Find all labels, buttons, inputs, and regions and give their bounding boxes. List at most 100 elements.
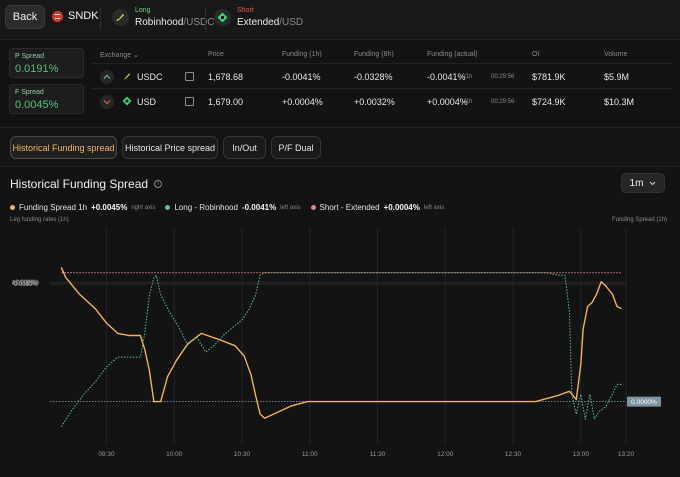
- short-quote: /USD: [279, 17, 304, 28]
- x-tick-label: 12:30: [505, 451, 522, 458]
- x-tick-label: 13:20: [618, 451, 635, 458]
- x-tick-label: 10:00: [166, 451, 183, 458]
- row1-price: 1,678.68: [208, 72, 244, 82]
- row1-unit: /1h: [464, 74, 473, 80]
- asset-selector[interactable]: SNDK: [52, 10, 99, 22]
- row2-unit: /1h: [464, 99, 473, 105]
- divider: [92, 88, 672, 89]
- header-price[interactable]: Price: [208, 51, 224, 58]
- legend-short-extended[interactable]: Short - Extended +0.0004% left axis: [310, 203, 444, 212]
- divider: [92, 63, 672, 64]
- legend-long-robinhood[interactable]: Long - Robinhood -0.0041% left axis: [165, 203, 301, 212]
- interval-select[interactable]: 1m: [621, 173, 665, 193]
- info-icon[interactable]: i: [154, 180, 163, 188]
- right-tick-label: +0.0040%: [631, 399, 659, 405]
- chevron-down-icon: [650, 181, 656, 185]
- left-tick-label: -0.0040%: [12, 282, 38, 288]
- right-tick-label: +0.0010%: [631, 399, 659, 405]
- divider: [100, 8, 101, 30]
- x-tick-label: 11:00: [302, 451, 318, 458]
- f-spread-label: F Spread: [15, 89, 44, 96]
- right-tick-label: -0.0020%: [631, 400, 657, 406]
- header-funding-8h[interactable]: Funding (8h): [354, 51, 394, 58]
- row1-oi: $781.9K: [532, 72, 566, 82]
- back-button[interactable]: Back: [5, 5, 45, 29]
- header-oi[interactable]: OI: [532, 51, 540, 58]
- chevron-down-icon: ⌄: [133, 52, 139, 59]
- legend-funding-spread[interactable]: Funding Spread 1h +0.0045% right axis: [10, 203, 155, 212]
- row2-oi: $724.9K: [532, 97, 566, 107]
- left-tick-label: -0.0030%: [12, 281, 38, 287]
- right-tick-label: +0.0020%: [631, 399, 659, 405]
- robinhood-feather-icon: [122, 71, 132, 85]
- tab-historical-price-spread[interactable]: Historical Price spread: [122, 136, 218, 159]
- short-leg[interactable]: Short Extended/USD: [214, 5, 303, 29]
- legend-dot: [165, 205, 171, 210]
- f-spread-value: 0.0045%: [15, 99, 59, 111]
- right-tick-label: +0.0060%: [631, 398, 659, 404]
- left-tick-label: -0.0060%: [12, 282, 38, 288]
- current-spread-badge: [627, 396, 661, 407]
- row1-volume: $5.9M: [604, 72, 630, 82]
- long-leg[interactable]: Long Robinhood/USDC: [112, 5, 215, 29]
- tab-historical-funding-spread[interactable]: Historical Funding spread: [10, 136, 117, 159]
- p-spread-box: P Spread 0.0191%: [9, 48, 84, 78]
- header-volume[interactable]: Volume: [604, 51, 628, 58]
- right-tick-label: +0.0080%: [631, 398, 659, 404]
- x-tick-label: 10:30: [234, 451, 251, 458]
- long-exchange: Robinhood: [135, 17, 184, 28]
- row2-quote: USD: [137, 97, 157, 107]
- f-spread-box: F Spread 0.0045%: [9, 84, 84, 114]
- top-bar: Back SNDK Long Robinhood/USDC Short Exte…: [0, 0, 680, 40]
- right-tick-label: -0.0010%: [631, 400, 657, 406]
- row2-volume: $10.3M: [604, 97, 635, 107]
- header-exchange[interactable]: Exchange ⌄: [100, 52, 139, 59]
- header-funding-1h[interactable]: Funding (1h): [282, 51, 322, 58]
- row2-price: 1,679.00: [208, 97, 244, 107]
- row1-funding-8h: -0.0328%: [354, 72, 393, 82]
- chart-title: Historical Funding Spread i: [10, 177, 163, 191]
- right-tick-label: 0.0000%: [631, 400, 655, 406]
- robinhood-feather-icon: [112, 8, 129, 26]
- tab-in-out[interactable]: In/Out: [223, 136, 266, 159]
- extended-logo-icon: [214, 8, 231, 26]
- left-tick-label: +0.0010%: [12, 280, 40, 286]
- right-axis-title: Funding Spread (1h): [612, 217, 668, 223]
- row1-funding-1h: -0.0041%: [282, 72, 321, 82]
- long-quote: /USDC: [183, 17, 215, 28]
- chevron-up-icon: [103, 74, 111, 79]
- x-tick-label: 11:30: [370, 451, 386, 458]
- p-spread-value: 0.0191%: [15, 63, 59, 75]
- row2-funding-8h: +0.0032%: [354, 97, 395, 107]
- x-tick-label: 12:00: [437, 451, 454, 458]
- interval-value: 1m: [629, 177, 644, 189]
- p-spread-label: P Spread: [15, 53, 45, 60]
- header-funding-actual[interactable]: Funding (actual): [427, 51, 478, 58]
- x-tick-label: 09:30: [98, 451, 115, 458]
- left-tick-label: -0.0050%: [12, 282, 38, 288]
- external-link-icon[interactable]: [185, 97, 194, 106]
- chart-legend: Funding Spread 1h +0.0045% right axis Lo…: [10, 203, 454, 212]
- series-line-long-robinhood: [60, 272, 622, 427]
- legend-dot: [310, 205, 316, 210]
- divider: [205, 8, 206, 30]
- series-line-funding-spread-1h: [60, 267, 622, 419]
- row2-funding-actual: +0.0004%: [427, 97, 468, 107]
- legend-dot: [10, 205, 15, 210]
- right-tick-label: +0.0030%: [631, 399, 659, 405]
- expand-button[interactable]: [100, 70, 114, 84]
- long-label: Long: [135, 7, 151, 14]
- external-link-icon[interactable]: [185, 72, 194, 81]
- asset-symbol: SNDK: [68, 10, 99, 22]
- extended-logo-icon: [122, 96, 132, 109]
- left-axis-title: Leg funding rates (1h): [10, 217, 69, 223]
- left-tick-label: 0.0000%: [12, 281, 36, 287]
- left-tick-label: -0.0020%: [12, 281, 38, 287]
- tab-pf-dual[interactable]: P/F Dual: [271, 136, 321, 159]
- x-tick-label: 13:00: [573, 451, 590, 458]
- row1-countdown: 00:29:56: [491, 74, 515, 80]
- row1-funding-actual: -0.0041%: [427, 72, 466, 82]
- expand-button[interactable]: [100, 95, 114, 109]
- short-exchange: Extended: [237, 17, 280, 28]
- right-tick-label: +0.0050%: [631, 399, 659, 405]
